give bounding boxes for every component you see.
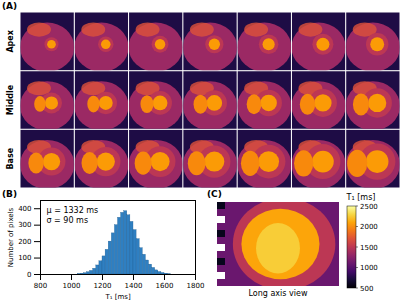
svg-text:2000: 2000 (360, 223, 378, 231)
svg-text:T₁ [ms]: T₁ [ms] (346, 193, 376, 202)
svg-text:(C): (C) (207, 189, 222, 199)
svg-text:(A): (A) (2, 1, 17, 11)
svg-text:2500: 2500 (360, 203, 378, 211)
svg-text:T₁ [ms]: T₁ [ms] (104, 293, 131, 300)
svg-text:1800: 1800 (187, 282, 205, 290)
svg-text:μ = 1332 ms: μ = 1332 ms (47, 206, 99, 215)
svg-text:1200: 1200 (94, 282, 112, 290)
svg-text:Middle: Middle (6, 84, 15, 115)
svg-text:1600: 1600 (156, 282, 174, 290)
svg-text:1000: 1000 (360, 264, 378, 272)
svg-text:100: 100 (18, 254, 31, 262)
svg-text:1400: 1400 (125, 282, 143, 290)
svg-text:0: 0 (27, 271, 31, 279)
svg-text:Base: Base (6, 147, 15, 169)
svg-text:Apex: Apex (6, 29, 15, 52)
svg-text:Number of pixels: Number of pixels (7, 207, 15, 267)
svg-text:σ = 90 ms: σ = 90 ms (47, 216, 89, 225)
svg-text:1000: 1000 (63, 282, 81, 290)
svg-text:1500: 1500 (360, 244, 378, 252)
svg-text:400: 400 (18, 205, 31, 213)
svg-text:Long axis view: Long axis view (249, 289, 308, 298)
svg-text:300: 300 (18, 221, 31, 229)
svg-text:200: 200 (18, 238, 31, 246)
svg-text:800: 800 (34, 282, 47, 290)
html-text:(B): (B) (2, 189, 18, 199)
svg-text:500: 500 (360, 285, 373, 293)
